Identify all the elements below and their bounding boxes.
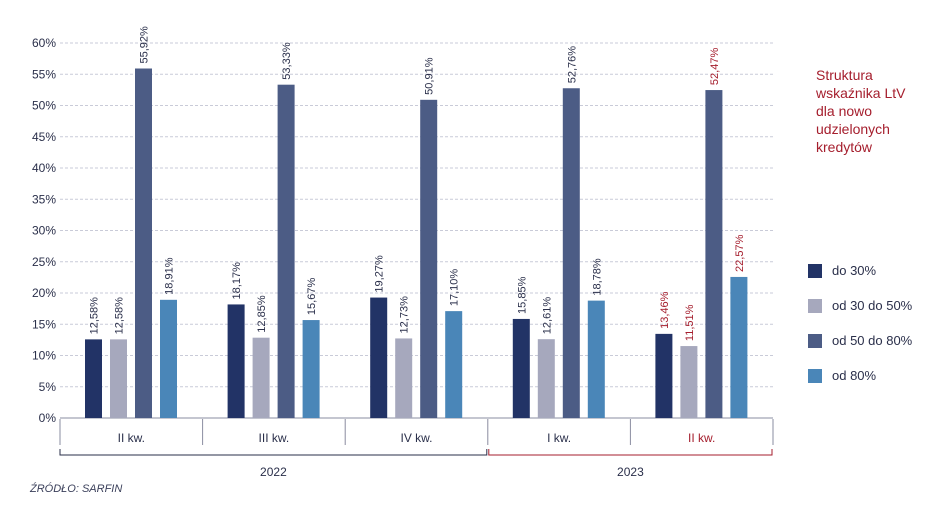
year-label: 2022 — [260, 465, 287, 479]
y-tick-label: 25% — [32, 255, 56, 269]
data-label: 52,47% — [709, 48, 721, 86]
y-tick-label: 10% — [32, 349, 56, 363]
legend-swatch-od-50-do-80 — [808, 333, 822, 348]
data-label: 22,57% — [734, 234, 746, 272]
bar — [537, 339, 555, 418]
bar — [512, 318, 530, 418]
bar — [445, 311, 463, 418]
bar — [370, 297, 388, 418]
data-label: 15,85% — [516, 276, 528, 314]
category-label: II kw. — [118, 431, 145, 445]
legend-label-od-80: od 80% — [832, 368, 877, 383]
legend-item-od-30-do-50: od 30 do 50% — [808, 297, 944, 314]
data-label: 50,91% — [424, 57, 436, 95]
data-label: 11,51% — [684, 304, 696, 341]
category-label: II kw. — [688, 431, 715, 445]
y-tick-label: 15% — [32, 317, 56, 331]
year-bracket — [488, 449, 773, 456]
legend-swatch-do-30 — [808, 263, 822, 278]
legend-item-do-30: do 30% — [808, 262, 944, 279]
bar — [135, 68, 152, 418]
category-label: III kw. — [259, 431, 290, 445]
y-tick-label: 55% — [32, 67, 56, 81]
category-label: I kw. — [547, 431, 571, 445]
year-bracket — [59, 449, 488, 456]
legend-swatch-od-80 — [808, 368, 822, 383]
bar — [655, 333, 673, 418]
bar — [110, 339, 127, 418]
bar — [562, 88, 580, 418]
legend-item-od-80: od 80% — [808, 367, 944, 384]
data-label: 12,61% — [541, 297, 553, 335]
data-label: 53,33% — [281, 42, 293, 80]
data-label: 55,92% — [139, 26, 151, 64]
bar — [277, 84, 295, 418]
data-label: 19,27% — [374, 255, 386, 293]
y-tick-label: 20% — [32, 286, 56, 300]
data-label: 12,73% — [399, 296, 411, 334]
source-note: ŹRÓDŁO: SARFIN — [30, 483, 123, 495]
bar — [587, 300, 605, 418]
y-tick-label: 35% — [32, 192, 56, 206]
y-tick-label: 30% — [32, 224, 56, 238]
data-label: 18,17% — [231, 262, 243, 300]
chart-title: Struktura wskaźnika LtV dla nowo udzielo… — [816, 67, 906, 155]
bar — [85, 339, 102, 418]
bar — [302, 320, 320, 418]
bar — [730, 276, 748, 418]
legend-item-od-50-do-80: od 50 do 80% — [808, 332, 944, 349]
data-label: 52,76% — [566, 46, 578, 84]
bar — [252, 337, 270, 418]
data-label: 12,58% — [114, 297, 126, 335]
bar — [680, 346, 698, 418]
bar — [395, 338, 413, 418]
legend: do 30% od 30 do 50% od 50 do 80% od 80% — [808, 262, 944, 402]
y-tick-label: 5% — [39, 380, 57, 394]
bar — [160, 299, 177, 418]
y-tick-label: 45% — [32, 130, 56, 144]
data-label: 15,67% — [306, 278, 318, 316]
legend-label-do-30: do 30% — [832, 263, 877, 278]
data-label: 13,46% — [659, 291, 671, 329]
legend-label-od-30-do-50: od 30 do 50% — [832, 298, 913, 313]
data-label: 18,91% — [164, 257, 176, 295]
year-label: 2023 — [617, 465, 644, 479]
data-label: 18,78% — [591, 258, 603, 296]
y-tick-label: 0% — [39, 411, 57, 425]
bar — [227, 304, 245, 418]
bar — [705, 90, 723, 418]
legend-label-od-50-do-80: od 50 do 80% — [832, 333, 913, 348]
y-tick-label: 40% — [32, 161, 56, 175]
data-label: 12,85% — [256, 295, 268, 333]
legend-swatch-od-30-do-50 — [808, 298, 822, 313]
y-tick-label: 60% — [32, 36, 56, 50]
bar — [420, 99, 438, 418]
data-label: 12,58% — [89, 297, 101, 335]
y-tick-label: 50% — [32, 99, 56, 113]
data-label: 17,10% — [449, 269, 461, 307]
category-label: IV kw. — [400, 431, 432, 445]
